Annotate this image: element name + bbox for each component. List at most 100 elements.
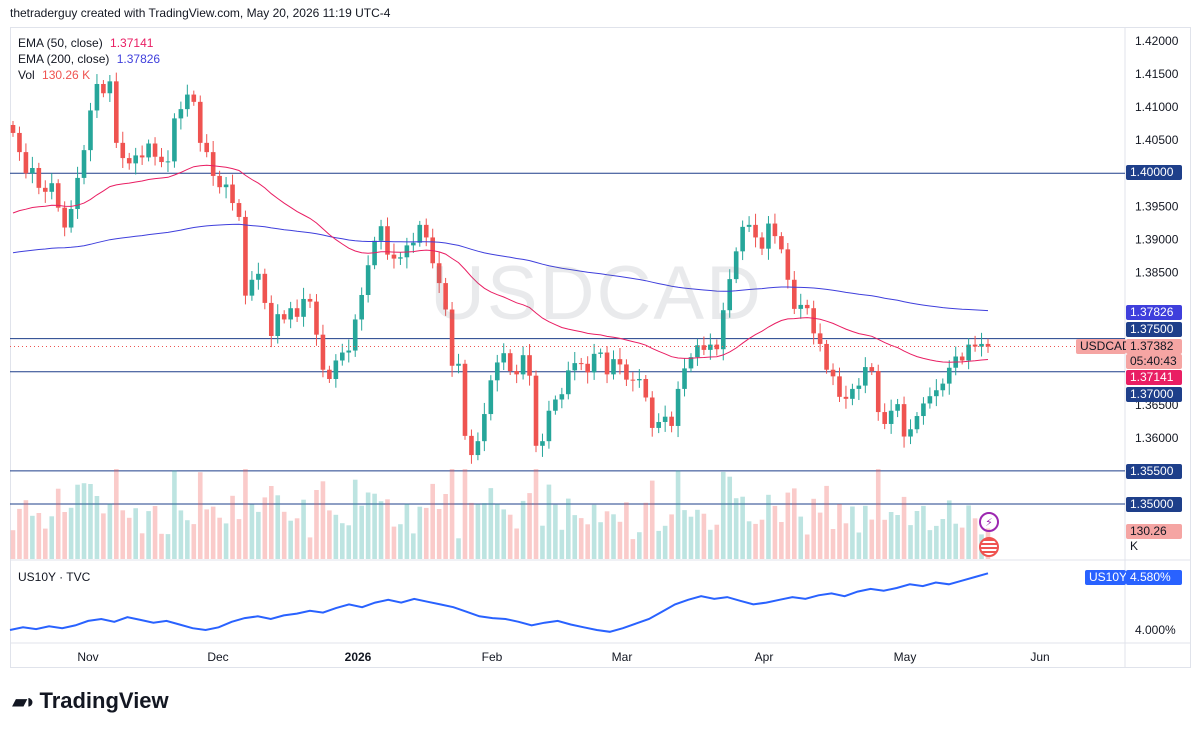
volume-bar — [391, 526, 397, 559]
volume-bar — [572, 515, 578, 559]
volume-bar — [740, 496, 745, 559]
candle-body — [921, 403, 926, 417]
y-tick-label: 1.39000 — [1135, 232, 1179, 246]
candle-body — [475, 441, 481, 456]
volume-bar — [507, 514, 513, 559]
volume-bar — [817, 512, 823, 559]
candle-body — [727, 279, 733, 311]
candle-body — [10, 125, 16, 133]
chart-panel — [10, 27, 1191, 668]
volume-bar — [682, 510, 687, 559]
candle-body — [62, 207, 67, 228]
candle-body — [766, 223, 771, 249]
candle-body — [863, 367, 868, 386]
volume-bar — [972, 518, 978, 559]
volume-bar — [275, 495, 281, 559]
volume-bar — [746, 521, 752, 559]
x-tick-label: Jun — [1030, 650, 1049, 664]
lightning-icon[interactable]: ⚡ — [979, 512, 999, 532]
volume-bar — [804, 534, 810, 559]
candle-body — [611, 359, 616, 375]
candle-body — [133, 155, 138, 164]
candles-group — [10, 72, 991, 464]
tag-1.35000: 1.35000 — [1126, 497, 1182, 512]
candle-body — [507, 353, 513, 372]
volume-bar — [482, 503, 487, 559]
volume-bar — [210, 506, 216, 559]
candle-body — [391, 254, 397, 259]
volume-bar — [766, 494, 771, 559]
candle-body — [901, 404, 907, 437]
vol-value: 130.26 K — [42, 68, 91, 82]
candle-body — [624, 364, 629, 380]
volume-bar — [301, 499, 306, 559]
volume-bar — [411, 533, 416, 559]
volume-bar — [243, 469, 248, 559]
candle-body — [423, 224, 429, 238]
volume-bar — [585, 524, 590, 559]
candle-body — [185, 94, 190, 110]
candle-body — [598, 352, 603, 354]
us10y-symbol-tag[interactable]: US10Y — [1085, 570, 1127, 585]
volume-bar — [520, 500, 526, 559]
volume-bar — [843, 523, 849, 559]
volume-bar — [165, 534, 171, 559]
candle-body — [875, 371, 881, 413]
us10y-legend[interactable]: US10Y · TVC — [18, 570, 91, 584]
ema200-line — [12, 223, 989, 312]
candle-body — [411, 242, 416, 246]
volume-bar — [675, 470, 681, 559]
candle-body — [927, 396, 933, 404]
candle-body — [217, 175, 222, 188]
candle-body — [352, 319, 358, 351]
volume-bar — [423, 507, 429, 559]
volume-bar — [714, 524, 720, 559]
candle-body — [914, 416, 920, 430]
vol-label: Vol — [18, 68, 35, 82]
volume-bar — [914, 511, 920, 559]
candle-body — [456, 363, 461, 366]
volume-bar — [178, 510, 184, 559]
volume-bar — [791, 488, 797, 559]
candle-body — [514, 371, 519, 375]
candle-body — [533, 375, 539, 446]
candle-body — [275, 314, 281, 336]
volume-bar — [281, 511, 287, 559]
tradingview-logo[interactable]: ▰◗ TradingView — [12, 688, 169, 714]
volume-bar — [94, 496, 100, 559]
volume-bar — [152, 506, 158, 559]
us-flag-icon[interactable] — [979, 537, 999, 557]
tag-1.37500: 1.37500 — [1126, 322, 1182, 337]
volume-bar — [753, 523, 758, 559]
legend-ema50[interactable]: EMA (50, close) 1.37141 — [18, 35, 160, 51]
candle-body — [617, 359, 623, 365]
candle-body — [307, 298, 313, 302]
volume-bar — [863, 505, 868, 559]
candle-body — [159, 156, 164, 163]
volume-bar — [139, 533, 145, 559]
legend-ema200[interactable]: EMA (200, close) 1.37826 — [18, 51, 160, 67]
volume-bar — [49, 516, 55, 559]
volume-bar — [36, 513, 42, 559]
candle-body — [281, 314, 287, 320]
volume-bar — [875, 469, 881, 559]
volume-bar — [720, 471, 726, 559]
ema200-label: EMA (200, close) — [18, 52, 110, 66]
ema50-label: EMA (50, close) — [18, 36, 103, 50]
volume-bar — [17, 508, 22, 559]
volume-bar — [262, 497, 268, 559]
candle-body — [236, 203, 242, 217]
volume-bar — [378, 501, 384, 559]
volume-bar — [701, 513, 707, 559]
legend-vol[interactable]: Vol 130.26 K — [18, 67, 160, 83]
candle-body — [288, 308, 293, 320]
tag-1.40000: 1.40000 — [1126, 165, 1182, 180]
volume-bar — [850, 506, 855, 559]
symbol-tag[interactable]: USDCAD — [1076, 339, 1131, 354]
volume-bar — [146, 511, 151, 559]
candle-body — [779, 236, 784, 250]
volume-bar — [733, 498, 739, 559]
volume-bar — [591, 504, 597, 559]
candle-body — [753, 224, 758, 238]
